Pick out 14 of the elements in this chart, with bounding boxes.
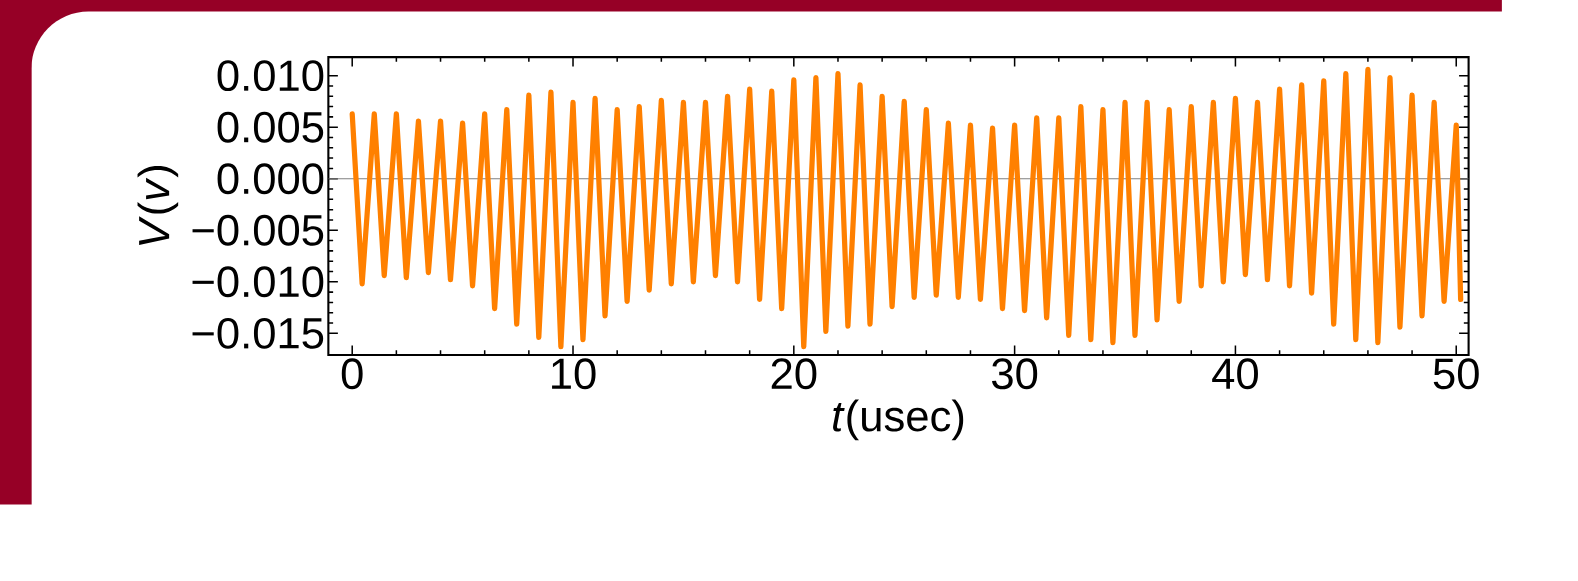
y-tick-label: 0.010: [217, 60, 324, 92]
x-tick-label: 30: [992, 358, 1038, 390]
x-tick-label: 10: [552, 358, 596, 390]
y-tick-label: −0.005: [192, 215, 324, 246]
x-tick-label: 50: [1433, 358, 1479, 390]
x-tick-label: 40: [1212, 358, 1258, 390]
y-tick-label: 0.000: [217, 163, 324, 195]
y-tick-label: −0.010: [192, 266, 324, 298]
y-tick-label: −0.015: [192, 318, 324, 350]
y-tick-label: 0.005: [217, 111, 324, 143]
x-axis-title: t(usec): [833, 399, 964, 441]
x-tick-label: 20: [771, 358, 817, 390]
x-tick-label: 0: [341, 358, 363, 390]
y-axis-title: V(v): [137, 166, 179, 246]
